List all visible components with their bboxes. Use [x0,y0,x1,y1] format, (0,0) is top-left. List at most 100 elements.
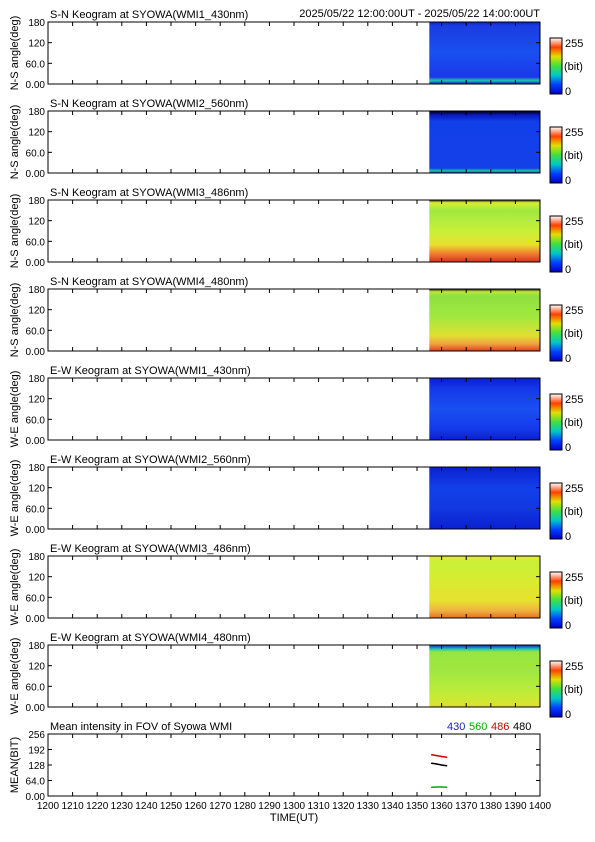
y-tick-label: 60.0 [26,682,46,693]
series-line [431,762,447,767]
keogram-data-strip [429,111,540,173]
colorbar-min-label: 0 [565,264,571,276]
panel-title: E-W Keogram at SYOWA(WMI2_560nm) [50,454,251,466]
panel-title: E-W Keogram at SYOWA(WMI1_430nm) [50,365,251,377]
y-tick-label: 60.0 [26,237,46,248]
y-tick-label: 180 [28,463,45,474]
x-tick-label: 1310 [307,801,330,812]
colorbar: 255 (bit) 0 [549,215,583,276]
y-tick-label: 60.0 [26,415,46,426]
y-tick-label: 120 [28,395,45,406]
colorbar-scale [549,571,563,629]
y-tick-label: 120 [28,573,45,584]
colorbar-max-label: 255 [565,483,583,495]
y-tick-label: 180 [28,374,45,385]
y-tick-label: 180 [28,18,45,29]
x-tick-label: 1380 [480,801,503,812]
y-axis-label: W-E angle(deg) [9,460,21,537]
plot-frame [47,733,541,797]
x-tick-label: 1260 [184,801,207,812]
colorbar-scale [549,304,563,362]
keogram-panel: S-N Keogram at SYOWA(WMI4_480nm) 255 (bit)… [9,276,583,365]
time-range: 2025/05/22 12:00:00UT - 2025/05/22 14:00… [299,8,540,20]
colorbar: 255 (bit) 0 [549,571,583,632]
colorbar-min-label: 0 [565,175,571,187]
x-tick-label: 1290 [258,801,281,812]
colorbar-max-label: 255 [565,394,583,406]
colorbar-min-label: 0 [565,709,571,721]
y-axis-label: N-S angle(deg) [9,16,21,91]
y-axis-label: W-E angle(deg) [9,549,21,626]
series-line [431,754,447,759]
x-tick-label: 1300 [283,801,306,812]
colorbar-scale [549,393,563,451]
y-tick-label: 0.00 [26,703,46,714]
colorbar-max-label: 255 [565,38,583,50]
legend-entry: 560 [469,721,487,733]
data-point [440,755,443,758]
data-point [430,754,433,756]
y-tick-label: 180 [28,552,45,563]
keogram-panel: S-N Keogram at SYOWA(WMI2_560nm) 255 (bit)… [9,98,583,187]
panel-title: S-N Keogram at SYOWA(WMI2_560nm) [50,98,248,110]
colorbar-scale [549,660,563,718]
y-tick-label: 128 [28,761,45,772]
y-tick-label: 0.00 [26,614,46,625]
colorbar: 255 (bit) 0 [549,126,583,187]
data-point [435,786,438,788]
x-tick-label: 1270 [209,801,232,812]
y-axis-label: MEAN(BIT) [9,737,21,793]
x-tick-label: 1340 [381,801,404,812]
legend-entry: 430 [447,721,465,733]
data-point [430,762,433,765]
x-tick-label: 1280 [234,801,257,812]
y-tick-label: 180 [28,285,45,296]
mean-intensity-panel: Mean intensity in FOV of Syowa WMI 256 192… [9,721,552,824]
y-tick-label: 0.00 [26,169,46,180]
y-tick-label: 0.00 [26,792,46,803]
panel-title: S-N Keogram at SYOWA(WMI1_430nm) [50,9,248,21]
y-tick-label: 180 [28,196,45,207]
colorbar: 255 (bit) 0 [549,37,583,98]
y-axis-label: N-S angle(deg) [9,194,21,269]
y-tick-label: 120 [28,662,45,673]
data-point [445,756,448,759]
y-axis-label: N-S angle(deg) [9,283,21,358]
x-tick-label: 1360 [430,801,453,812]
data-point [445,786,448,789]
y-tick-label: 64.0 [26,777,46,788]
y-tick-label: 0.00 [26,436,46,447]
colorbar-max-label: 255 [565,572,583,584]
data-point [440,764,443,766]
y-tick-label: 180 [28,641,45,652]
y-tick-label: 0.00 [26,258,46,269]
keogram-data-strip [429,22,540,84]
y-tick-label: 256 [28,730,45,741]
keogram-data-strip [429,378,540,440]
colorbar-min-label: 0 [565,86,571,98]
colorbar-max-label: 255 [565,305,583,317]
y-tick-label: 0.00 [26,347,46,358]
data-point [435,763,438,765]
y-tick-label: 120 [28,39,45,50]
y-tick-label: 60.0 [26,59,46,70]
colorbar-scale [549,482,563,540]
x-tick-label: 1400 [529,801,552,812]
keogram-panel: E-W Keogram at SYOWA(WMI2_560nm) 255 (bit)… [9,454,583,543]
y-tick-label: 180 [28,107,45,118]
data-point [435,754,438,757]
x-axis-label: TIME(UT) [270,812,318,824]
x-tick-label: 1350 [406,801,429,812]
x-tick-label: 1200 [37,801,60,812]
y-axis-label: N-S angle(deg) [9,105,21,180]
y-tick-label: 60.0 [26,593,46,604]
x-tick-label: 1250 [160,801,183,812]
y-axis-label: W-E angle(deg) [9,638,21,715]
colorbar-max-label: 255 [565,216,583,228]
colorbar-unit-label: (bit) [564,684,583,696]
keogram-data-strip [429,556,540,618]
colorbar: 255 (bit) 0 [549,393,583,454]
colorbar-unit-label: (bit) [564,328,583,340]
keogram-data-strip [429,200,540,262]
